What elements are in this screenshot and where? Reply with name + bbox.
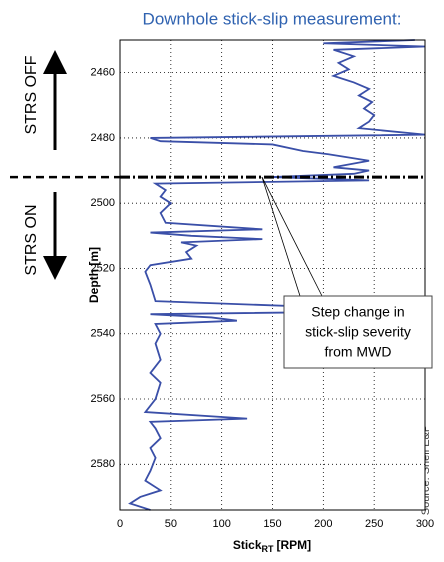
callout-pointer	[261, 176, 323, 297]
callout-text: Step change in	[311, 304, 404, 320]
y-tick-label: 2460	[91, 67, 115, 79]
x-tick-label: 250	[365, 518, 383, 530]
callout-box	[283, 295, 433, 369]
y-tick-label: 2540	[91, 328, 115, 340]
y-tick-label: 2580	[91, 458, 115, 470]
x-tick-label: 150	[263, 518, 281, 530]
strs-on-label: STRS ON	[23, 204, 40, 275]
callout-text: from MWD	[325, 344, 392, 360]
callout-pointer	[261, 176, 301, 297]
callout-text: stick-slip severity	[305, 324, 411, 340]
x-label-sub: RT	[262, 544, 274, 554]
x-label-unit: [RPM]	[277, 538, 312, 552]
x-tick-label: 50	[165, 518, 177, 530]
y-tick-label: 2560	[91, 393, 115, 405]
y-tick-label: 2500	[91, 197, 115, 209]
plot-area	[120, 40, 425, 510]
x-tick-label: 100	[212, 518, 230, 530]
chart-title: Downhole stick-slip measurement:	[143, 9, 402, 28]
x-label-main: Stick	[233, 538, 262, 552]
x-axis-label: StickRT [RPM]	[233, 538, 311, 554]
x-tick-label: 0	[117, 518, 123, 530]
plot-frame	[119, 39, 426, 511]
strs-off-label: STRS OFF	[23, 55, 40, 134]
data-line	[128, 39, 426, 511]
y-tick-label: 2520	[91, 262, 115, 274]
x-tick-label: 300	[416, 518, 434, 530]
y-axis-label: Depth [m]	[87, 247, 101, 303]
x-tick-label: 200	[314, 518, 332, 530]
y-tick-label: 2480	[91, 132, 115, 144]
